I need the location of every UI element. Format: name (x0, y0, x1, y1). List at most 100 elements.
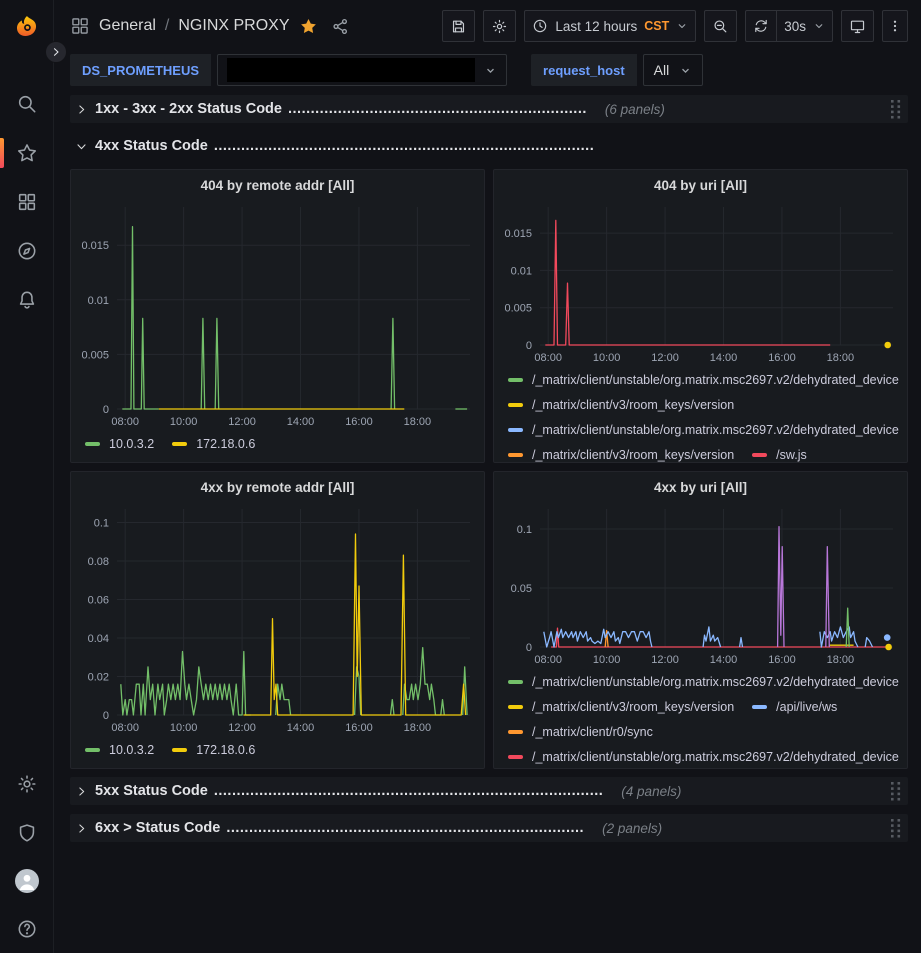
svg-text:0.015: 0.015 (504, 228, 532, 240)
request-host-value: All (653, 62, 670, 78)
svg-text:18:00: 18:00 (404, 722, 432, 734)
svg-text:12:00: 12:00 (651, 654, 679, 666)
legend-item[interactable]: 172.18.0.6 (172, 740, 255, 760)
legend-item[interactable]: /_matrix/client/v3/room_keys/version (508, 395, 734, 415)
dashboards-grid-icon (18, 193, 35, 211)
legend-label: /_matrix/client/unstable/org.matrix.msc2… (532, 675, 899, 689)
chart-4xx-by-remote-addr[interactable]: 0 0.02 0.04 0.06 0.08 0.1 08:00 10:00 12:00 14:00… (71, 497, 484, 737)
panel-title[interactable]: 404 by remote addr [All] (200, 178, 355, 193)
legend-label: /_matrix/client/unstable/org.matrix.msc2… (532, 423, 899, 437)
legend-item[interactable]: /_matrix/client/v3/room_keys/version (508, 697, 734, 717)
legend-item[interactable]: /_matrix/client/unstable/org.matrix.msc2… (508, 370, 899, 390)
grafana-logo[interactable] (0, 14, 54, 40)
legend-item[interactable]: /_matrix/client/unstable/org.matrix.msc2… (508, 747, 899, 767)
svg-text:0.1: 0.1 (94, 517, 109, 529)
legend-item[interactable]: /_matrix/client/unstable/org.matrix.msc2… (508, 420, 899, 440)
legend-label: /api/live/ws (776, 700, 838, 714)
chevron-down-icon (484, 64, 497, 77)
legend-item[interactable]: 10.0.3.2 (85, 740, 154, 760)
panel-title[interactable]: 404 by uri [All] (653, 178, 748, 193)
share-icon[interactable] (331, 17, 350, 36)
legend-color-swatch (508, 755, 523, 759)
sidebar-item-search[interactable] (0, 92, 54, 116)
time-range-picker[interactable]: Last 12 hours CST (524, 10, 697, 42)
legend-color-swatch (172, 748, 188, 752)
chart-404-by-uri[interactable]: 0 0.005 0.01 0.015 08:00 10:00 12:00 14:00 16:00… (494, 195, 907, 367)
svg-text:12:00: 12:00 (228, 722, 256, 734)
variable-datasource: DS_PROMETHEUS (70, 54, 508, 86)
row-panel-count: (6 panels) (604, 101, 665, 117)
breadcrumb-section[interactable]: General (99, 17, 156, 34)
breadcrumb-page-title[interactable]: NGINX PROXY (178, 17, 290, 34)
row-drag-handle[interactable] (891, 818, 902, 838)
row-title-leader: ........................................… (287, 101, 587, 117)
sidebar-expand-button[interactable] (45, 41, 67, 63)
legend-color-swatch (752, 453, 768, 457)
svg-text:0.1: 0.1 (517, 524, 532, 536)
search-icon (18, 95, 35, 113)
legend-color-swatch (508, 453, 523, 457)
row-title-leader: ........................................… (213, 783, 604, 799)
refresh-interval-dropdown[interactable]: 30s (777, 10, 833, 42)
legend-item[interactable]: /api/live/ws (752, 697, 837, 717)
row-1xx-3xx-2xx-status-code[interactable]: 1xx - 3xx - 2xx Status Code ............… (70, 95, 908, 123)
variable-request-host-value-dropdown[interactable]: All (642, 54, 704, 86)
legend-item[interactable]: /_matrix/client/r0/sync (508, 722, 653, 742)
sidebar-item-configuration[interactable] (0, 772, 54, 796)
row-6xx-status-code[interactable]: 6xx > Status Code ......................… (70, 814, 908, 842)
zoom-out-icon (714, 19, 727, 32)
legend-item[interactable]: /_matrix/client/v3/room_keys/version (508, 445, 734, 462)
panel-404-by-remote-addr: 404 by remote addr [All] 0 0.005 0.01 0.015… (70, 169, 485, 463)
row-title-leader: ........................................… (226, 820, 585, 836)
sidebar-item-explore[interactable] (0, 239, 54, 263)
svg-text:18:00: 18:00 (827, 352, 855, 364)
chart-404-by-remote-addr[interactable]: 0 0.005 0.01 0.015 08:00 10:00 12:00 14:00 16:00… (71, 195, 484, 431)
legend-item[interactable]: /_matrix/client/unstable/org.matrix.msc2… (508, 672, 899, 692)
legend-item[interactable]: 172.18.0.6 (172, 434, 255, 454)
sidebar-item-server-admin[interactable] (0, 821, 54, 845)
legend-label: /_matrix/client/v3/room_keys/version (532, 398, 735, 412)
panel-title[interactable]: 4xx by uri [All] (653, 480, 748, 495)
chevron-right-icon (75, 785, 88, 798)
dashboard-settings-button[interactable] (483, 10, 517, 42)
row-5xx-status-code[interactable]: 5xx Status Code ........................… (70, 777, 908, 805)
svg-text:16:00: 16:00 (345, 722, 373, 734)
row-drag-handle[interactable] (891, 99, 902, 119)
legend-item[interactable]: 10.0.3.2 (85, 434, 154, 454)
svg-text:0.04: 0.04 (88, 633, 109, 645)
sidebar-item-starred[interactable] (0, 138, 54, 168)
sidebar-item-profile[interactable] (0, 869, 54, 893)
svg-text:08:00: 08:00 (111, 722, 139, 734)
row-4xx-status-code[interactable]: 4xx Status Code ........................… (70, 132, 908, 160)
star-outline-icon (17, 144, 36, 162)
more-options-button[interactable] (882, 10, 908, 42)
chart-4xx-by-uri[interactable]: 0 0.05 0.1 08:00 10:00 12:00 14:00 16:00 18:00 (494, 497, 907, 669)
chevron-down-icon (679, 64, 692, 77)
apps-grid-icon[interactable] (70, 16, 90, 36)
row-drag-handle[interactable] (891, 781, 902, 801)
legend-color-swatch (752, 705, 768, 709)
kebab-menu-icon (893, 20, 897, 32)
chart-legend: 10.0.3.2 172.18.0.6 (71, 737, 484, 768)
legend-color-swatch (85, 442, 100, 446)
redacted-value (227, 58, 476, 82)
zoom-out-time-button[interactable] (704, 10, 738, 42)
sidebar-item-help[interactable] (0, 917, 54, 941)
sidebar-item-dashboards[interactable] (0, 190, 54, 214)
svg-text:0.015: 0.015 (81, 240, 109, 252)
svg-text:16:00: 16:00 (768, 352, 796, 364)
favorite-star-icon[interactable] (299, 17, 318, 36)
gear-icon (493, 19, 507, 33)
panel-title[interactable]: 4xx by remote addr [All] (200, 480, 355, 495)
svg-text:10:00: 10:00 (593, 352, 621, 364)
chevron-right-icon (75, 822, 88, 835)
sidebar-item-alerting[interactable] (0, 288, 54, 312)
legend-color-swatch (508, 403, 523, 407)
save-dashboard-button[interactable] (442, 10, 476, 42)
legend-label: /sw.js (776, 448, 807, 462)
variable-datasource-value-dropdown[interactable] (217, 54, 508, 86)
cycle-view-mode-button[interactable] (841, 10, 874, 42)
legend-label: /_matrix/client/unstable/org.matrix.msc2… (532, 373, 899, 387)
refresh-button[interactable] (745, 10, 778, 42)
legend-item[interactable]: /sw.js (752, 445, 807, 462)
